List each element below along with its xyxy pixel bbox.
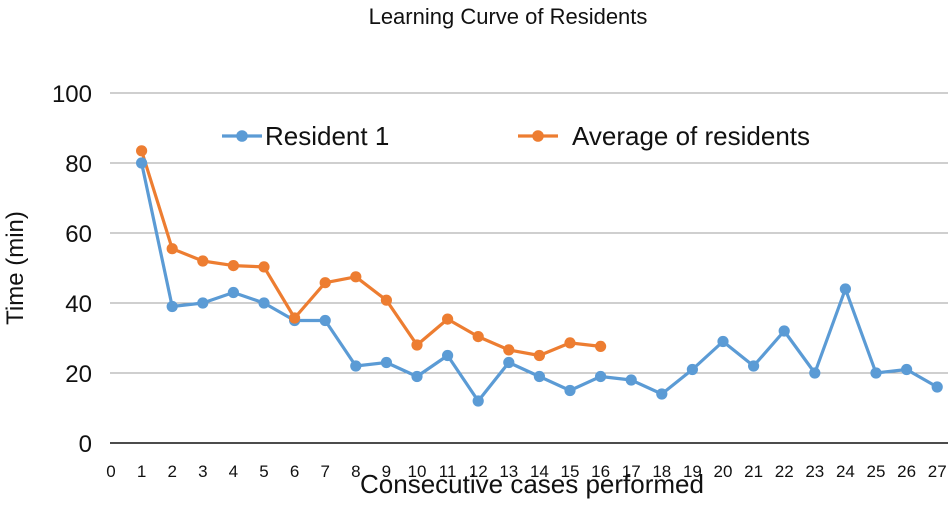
x-tick-label-16: 16 <box>591 462 610 481</box>
data-point-resident-1-9 <box>380 356 392 369</box>
data-point-resident-1-23 <box>809 367 821 379</box>
x-tick-label-22: 22 <box>775 462 794 481</box>
data-point-resident-1-13 <box>503 356 515 369</box>
x-tick-label-3: 3 <box>198 462 207 481</box>
x-tick-label-11: 11 <box>439 462 457 481</box>
data-point-average-of-residents-6 <box>289 312 301 324</box>
series-line-resident-1 <box>140 161 939 403</box>
data-point-resident-1-19 <box>686 363 699 376</box>
data-point-resident-1-8 <box>350 360 362 372</box>
data-point-average-of-residents-8 <box>350 271 362 283</box>
data-point-resident-1-7 <box>319 314 331 327</box>
x-tick-label-24: 24 <box>836 462 855 481</box>
x-axis-title: Consecutive cases performed <box>360 469 704 499</box>
x-tick-label-17: 17 <box>622 462 641 481</box>
data-point-average-of-residents-16 <box>595 340 607 352</box>
legend-label-average-of-residents: Average of residents <box>572 121 810 151</box>
x-tick-label-4: 4 <box>229 462 238 481</box>
data-point-average-of-residents-2 <box>166 243 178 255</box>
x-tick-label-12: 12 <box>469 462 488 481</box>
legend: Resident 1 Average of residents <box>222 121 810 151</box>
data-point-average-of-residents-7 <box>319 277 331 289</box>
legend-item-average-of-residents: Average of residents <box>518 121 810 151</box>
x-tick-label-10: 10 <box>408 462 427 481</box>
series-lines <box>140 149 939 403</box>
series-points <box>136 145 943 407</box>
x-tick-label-0: 0 <box>106 462 115 481</box>
legend-marker-average-of-residents <box>532 130 544 142</box>
data-point-resident-1-26 <box>901 363 913 376</box>
data-point-resident-1-16 <box>595 370 607 383</box>
data-point-resident-1-3 <box>197 297 209 309</box>
data-point-resident-1-10 <box>411 370 423 383</box>
legend-item-resident-1: Resident 1 <box>222 121 389 151</box>
series-line-average-of-residents <box>140 149 603 358</box>
data-point-average-of-residents-9 <box>380 294 392 306</box>
x-tick-label-13: 13 <box>499 462 518 481</box>
x-tick-label-5: 5 <box>259 462 268 481</box>
data-point-average-of-residents-11 <box>442 313 454 325</box>
data-point-resident-1-25 <box>870 367 882 379</box>
data-point-average-of-residents-15 <box>564 337 576 349</box>
x-tick-label-7: 7 <box>320 462 329 481</box>
x-axis-ticks: 0 1 2 3 4 5 6 7 8 9 10 11 12 13 14 15 16 17 18 19 20 21 22 23 24… <box>106 462 946 481</box>
data-point-average-of-residents-10 <box>411 339 423 351</box>
data-point-resident-1-1 <box>136 157 148 169</box>
data-point-average-of-residents-13 <box>503 344 515 356</box>
x-tick-label-23: 23 <box>805 462 824 481</box>
x-tick-label-2: 2 <box>167 462 176 481</box>
data-point-resident-1-11 <box>442 349 454 362</box>
y-axis-ticks: 0 20 40 60 80 100 <box>52 81 92 458</box>
data-point-resident-1-24 <box>839 283 852 295</box>
grid-lines <box>110 92 948 374</box>
x-tick-label-27: 27 <box>928 462 947 481</box>
y-tick-label-40: 40 <box>65 291 92 318</box>
x-tick-label-19: 19 <box>683 462 702 481</box>
data-point-resident-1-27 <box>931 381 943 393</box>
data-point-resident-1-5 <box>258 297 270 309</box>
data-point-average-of-residents-4 <box>227 260 239 272</box>
data-point-resident-1-21 <box>748 360 760 372</box>
y-tick-label-100: 100 <box>52 81 92 108</box>
x-tick-label-18: 18 <box>652 462 671 481</box>
y-tick-label-60: 60 <box>65 221 92 248</box>
data-point-resident-1-14 <box>533 370 546 383</box>
y-axis-title: Time (min) <box>2 211 29 325</box>
chart-title: Learning Curve of Residents <box>369 4 648 29</box>
x-tick-label-1: 1 <box>137 462 146 481</box>
y-tick-label-80: 80 <box>65 151 92 178</box>
x-tick-label-26: 26 <box>897 462 916 481</box>
data-point-resident-1-12 <box>472 395 484 407</box>
data-point-resident-1-20 <box>717 335 729 348</box>
x-tick-label-20: 20 <box>714 462 733 481</box>
data-point-resident-1-18 <box>656 388 668 400</box>
y-tick-label-20: 20 <box>65 361 92 388</box>
data-point-average-of-residents-5 <box>258 261 270 273</box>
x-tick-label-8: 8 <box>351 462 360 481</box>
legend-marker-resident-1 <box>236 130 248 142</box>
x-tick-label-14: 14 <box>530 462 549 481</box>
x-tick-label-21: 21 <box>744 462 763 481</box>
legend-label-resident-1: Resident 1 <box>265 121 389 151</box>
x-tick-label-25: 25 <box>867 462 886 481</box>
y-tick-label-0: 0 <box>79 431 92 458</box>
x-tick-label-15: 15 <box>561 462 580 481</box>
data-point-average-of-residents-1 <box>136 145 148 157</box>
data-point-average-of-residents-14 <box>533 349 546 362</box>
x-tick-label-6: 6 <box>290 462 299 481</box>
data-point-average-of-residents-3 <box>197 255 209 267</box>
data-point-resident-1-4 <box>227 286 239 299</box>
data-point-resident-1-15 <box>564 384 576 397</box>
data-point-resident-1-2 <box>166 300 178 313</box>
data-point-resident-1-22 <box>778 325 790 337</box>
data-point-average-of-residents-12 <box>472 331 484 343</box>
data-point-resident-1-17 <box>625 374 637 386</box>
x-tick-label-9: 9 <box>382 462 391 481</box>
